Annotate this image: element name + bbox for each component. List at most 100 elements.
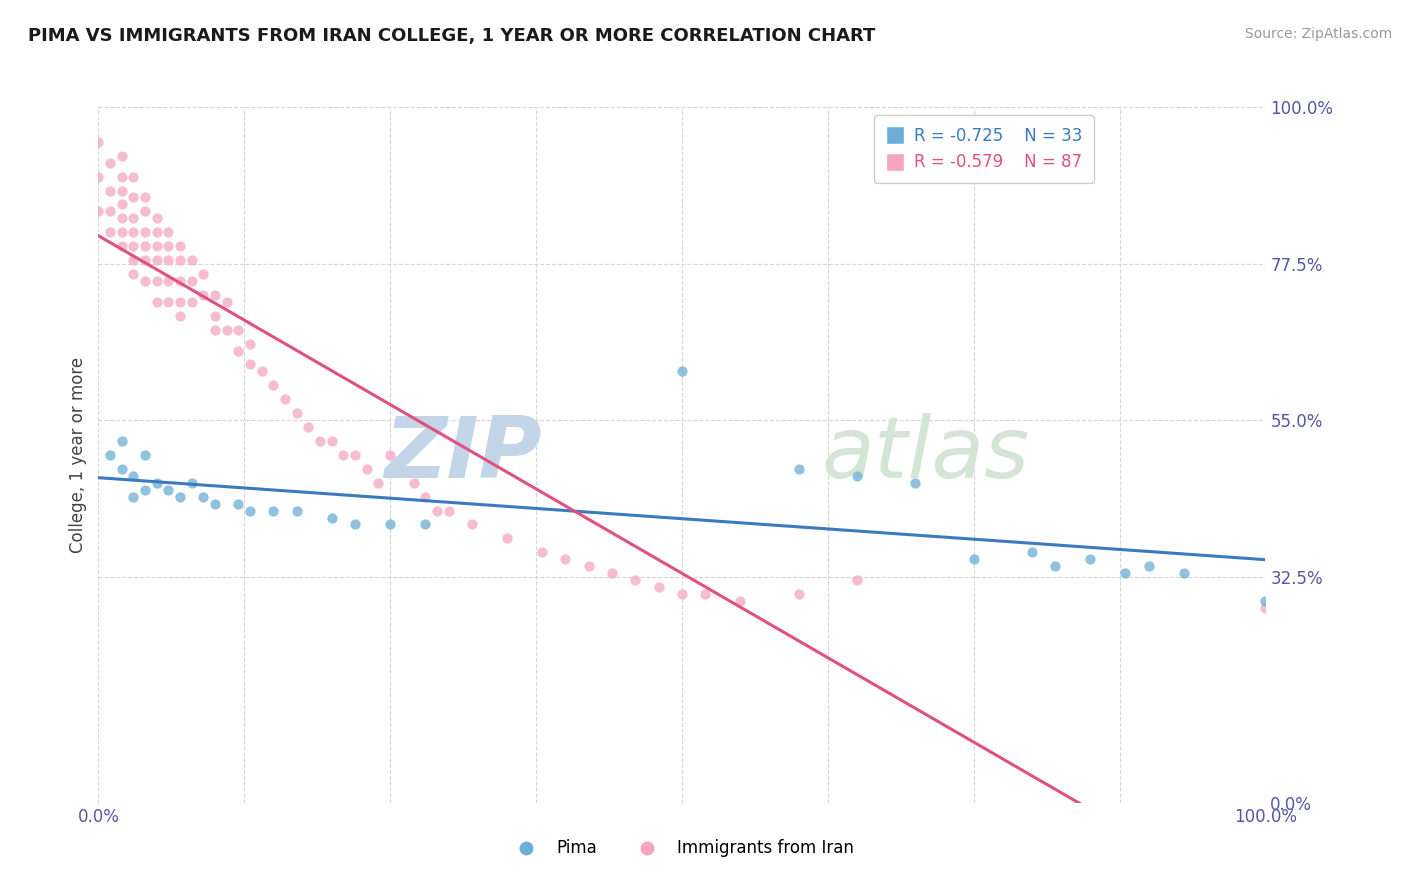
Point: [413, 517, 436, 532]
Point: [1045, 559, 1067, 574]
Point: [413, 490, 436, 504]
Point: [600, 566, 623, 581]
Point: [134, 204, 156, 219]
Point: [111, 211, 134, 226]
Point: [87, 169, 110, 184]
Point: [180, 294, 202, 309]
Point: [122, 490, 145, 504]
Point: [1114, 566, 1136, 581]
Point: [344, 517, 367, 532]
Point: [215, 323, 238, 337]
Point: [111, 239, 134, 253]
Point: [378, 517, 402, 532]
Point: [1021, 545, 1043, 559]
Point: [193, 490, 215, 504]
Point: [239, 336, 262, 351]
Point: [134, 239, 156, 253]
Point: [146, 274, 169, 288]
Point: [111, 197, 134, 211]
Point: [146, 294, 169, 309]
Point: [169, 274, 191, 288]
Point: [402, 475, 425, 490]
Point: [157, 253, 180, 268]
Point: [624, 573, 647, 587]
Y-axis label: College, 1 year or more: College, 1 year or more: [69, 357, 87, 553]
Point: [122, 468, 145, 483]
Legend: Pima, Immigrants from Iran: Pima, Immigrants from Iran: [503, 833, 860, 864]
Point: [1254, 601, 1277, 615]
Point: [378, 448, 402, 462]
Point: [321, 434, 343, 448]
Point: [122, 190, 145, 204]
Point: [730, 594, 752, 608]
Point: [461, 517, 484, 532]
Point: [356, 462, 378, 476]
Point: [111, 225, 134, 239]
Point: [671, 587, 693, 601]
Point: [134, 253, 156, 268]
Point: [1173, 566, 1195, 581]
Point: [297, 420, 319, 434]
Point: [262, 378, 284, 392]
Point: [437, 503, 460, 517]
Point: [169, 253, 191, 268]
Point: [122, 267, 145, 281]
Point: [332, 448, 354, 462]
Point: [134, 190, 156, 204]
Point: [111, 184, 134, 198]
Point: [204, 497, 226, 511]
Point: [87, 135, 110, 149]
Point: [180, 475, 202, 490]
Point: [134, 448, 156, 462]
Point: [647, 580, 669, 594]
Point: [671, 364, 693, 378]
Point: [228, 497, 250, 511]
Point: [146, 225, 169, 239]
Point: [426, 503, 449, 517]
Text: PIMA VS IMMIGRANTS FROM IRAN COLLEGE, 1 YEAR OR MORE CORRELATION CHART: PIMA VS IMMIGRANTS FROM IRAN COLLEGE, 1 …: [28, 27, 876, 45]
Point: [228, 343, 250, 358]
Point: [157, 225, 180, 239]
Point: [111, 462, 134, 476]
Point: [787, 462, 810, 476]
Point: [146, 475, 169, 490]
Point: [111, 434, 134, 448]
Point: [98, 204, 121, 219]
Point: [250, 364, 273, 378]
Point: [157, 274, 180, 288]
Point: [98, 448, 121, 462]
Point: [98, 184, 121, 198]
Point: [554, 552, 576, 566]
Point: [111, 149, 134, 163]
Point: [169, 309, 191, 323]
Point: [845, 468, 868, 483]
Point: [204, 309, 226, 323]
Point: [146, 211, 169, 226]
Point: [98, 155, 121, 169]
Point: [239, 358, 262, 372]
Point: [122, 225, 145, 239]
Point: [578, 559, 600, 574]
Point: [367, 475, 389, 490]
Point: [122, 169, 145, 184]
Point: [204, 323, 226, 337]
Point: [695, 587, 717, 601]
Point: [321, 510, 343, 524]
Point: [111, 169, 134, 184]
Text: atlas: atlas: [823, 413, 1031, 497]
Point: [193, 267, 215, 281]
Point: [157, 483, 180, 497]
Point: [169, 490, 191, 504]
Point: [180, 253, 202, 268]
Point: [845, 573, 868, 587]
Point: [215, 294, 238, 309]
Point: [134, 483, 156, 497]
Point: [309, 434, 332, 448]
Point: [344, 448, 367, 462]
Point: [262, 503, 284, 517]
Point: [204, 288, 226, 302]
Point: [98, 225, 121, 239]
Point: [122, 253, 145, 268]
Point: [239, 503, 262, 517]
Point: [904, 475, 927, 490]
